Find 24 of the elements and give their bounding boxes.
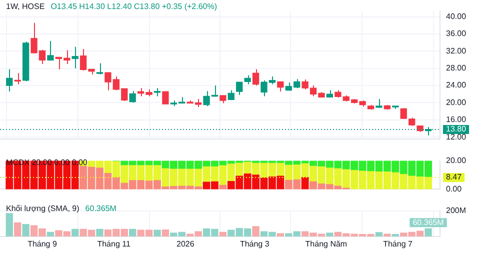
x-tick-label: Tháng 7 (383, 239, 413, 248)
chart-subtitle: O13.45 H14.30 L12.40 C13.80 +0.35 (+2.60%) (50, 2, 218, 11)
y-tick-label: 32.00 (446, 46, 467, 56)
data-label: 60.365M (412, 218, 444, 227)
y-tick-label: 40.00 (446, 12, 467, 22)
ref-line-label: 8.47 (446, 172, 462, 182)
y-tick-label: 0.00 (446, 184, 462, 194)
x-tick-label: 2026 (176, 239, 195, 248)
chart-subtitle: 60.365M (85, 204, 116, 213)
y-tick-label: 36.00 (446, 29, 467, 38)
x-tick-label: Tháng 3 (240, 239, 270, 248)
x-tick-label: Tháng 11 (97, 239, 131, 248)
x-tick-label: Tháng 9 (28, 239, 58, 248)
ref-line-label: 13.80 (446, 124, 467, 134)
chart-title: 1W, HOSE (6, 2, 45, 11)
y-tick-label: 20.00 (446, 98, 467, 107)
y-tick-label: 12.00 (446, 132, 467, 142)
y-tick-label: 20.00 (446, 156, 467, 166)
x-tick-label: Tháng Năm (305, 239, 348, 248)
y-tick-label: 28.00 (446, 64, 467, 73)
y-tick-label: 24.00 (446, 80, 467, 90)
chart-title: Khối lượng (SMA, 9) (6, 204, 80, 213)
y-tick-label: 16.00 (446, 115, 467, 124)
y-tick-label: 200M (446, 206, 466, 216)
